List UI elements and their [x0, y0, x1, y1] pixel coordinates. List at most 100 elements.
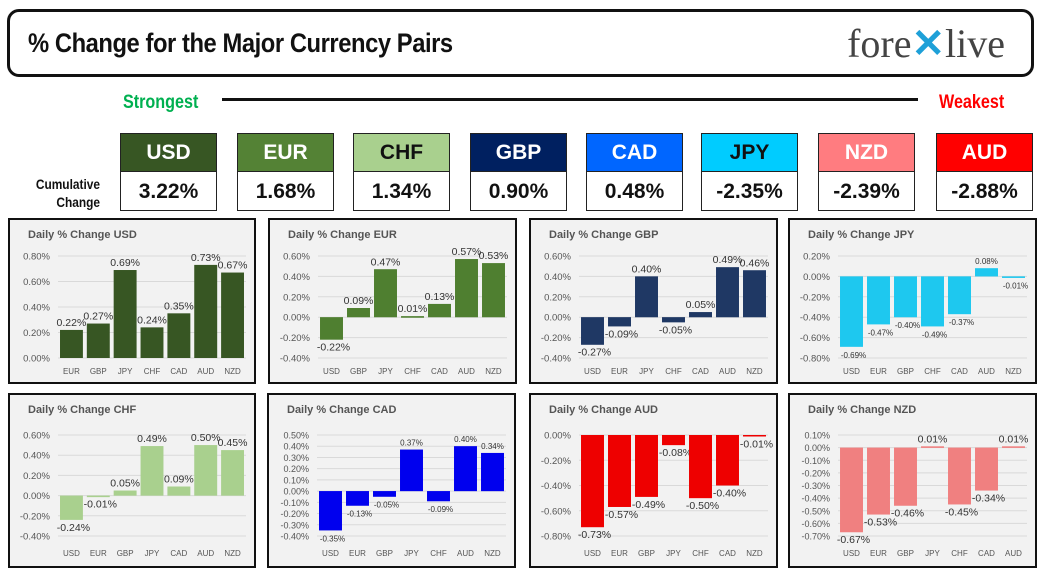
bar-shading — [867, 276, 890, 325]
x-tick-label: NZD — [746, 367, 763, 376]
bar-shading — [167, 313, 191, 358]
data-label: 0.50% — [191, 432, 221, 444]
y-tick-label: 0.00% — [804, 443, 830, 453]
bar-chart: Daily % Change GBP -0.40% -0.20% 0.00% 0.20%… — [541, 229, 770, 376]
currency-box-aud: AUD -2.88% — [936, 133, 1033, 211]
x-tick-label: EUR — [349, 549, 366, 558]
y-tick-label: 0.80% — [23, 252, 50, 263]
chart-nzd: Daily % Change NZD -0.70% -0.60% -0.50% -0.4… — [788, 393, 1037, 568]
data-label: 0.27% — [83, 311, 113, 323]
bar-shading — [867, 447, 890, 515]
bar-shading — [113, 270, 137, 358]
data-label: 0.05% — [686, 299, 716, 311]
currency-code: CAD — [587, 134, 682, 172]
y-tick-label: -0.10% — [801, 456, 830, 466]
bar-shading — [921, 446, 944, 448]
cumulative-change-value: -2.88% — [951, 180, 1018, 203]
x-tick-label: NZD — [1005, 367, 1022, 376]
bar-shading — [373, 491, 396, 497]
x-tick-label: NZD — [485, 367, 502, 376]
y-tick-label: 0.20% — [283, 464, 309, 474]
y-tick-label: 0.60% — [544, 252, 571, 263]
bar-shading — [743, 435, 766, 437]
data-label: 0.40% — [632, 263, 662, 275]
chart-title: Daily % Change CHF — [28, 404, 136, 416]
forexlive-logo: fore✕live — [847, 21, 1005, 66]
weakest-label: Weakest — [939, 92, 1005, 113]
bar-shading — [374, 269, 397, 318]
bar-shading — [427, 491, 450, 502]
y-tick-label: 0.00% — [544, 431, 571, 442]
bar-chart: Daily % Change CAD-0.40%-0.30%-0.20%-0.1… — [280, 404, 506, 558]
data-label: 0.34% — [481, 442, 504, 451]
x-tick-label: EUR — [611, 367, 628, 376]
data-label: -0.50% — [686, 500, 719, 512]
bar-shading — [948, 447, 971, 505]
chart-title: Daily % Change USD — [28, 229, 137, 241]
y-tick-label: 0.40% — [283, 272, 310, 283]
data-label: -0.49% — [922, 330, 947, 339]
data-label: -0.24% — [57, 522, 90, 534]
x-tick-label: NZD — [484, 549, 501, 558]
data-label: 0.53% — [479, 250, 509, 262]
bar-shading — [454, 446, 477, 492]
y-tick-label: -0.20% — [280, 333, 311, 344]
data-label: -0.09% — [428, 505, 453, 514]
cumulative-change-value: 0.48% — [604, 180, 665, 203]
data-label: 0.22% — [57, 317, 87, 329]
x-tick-label: CHF — [924, 367, 941, 376]
cumulative-change-value: 1.68% — [255, 180, 316, 203]
x-tick-label: CAD — [170, 549, 187, 558]
y-tick-label: 0.60% — [283, 252, 310, 263]
bar-shading — [894, 276, 917, 318]
page-title: % Change for the Major Currency Pairs — [28, 28, 453, 58]
data-label: -0.22% — [317, 342, 350, 354]
data-label: 0.01% — [999, 433, 1029, 445]
data-label: 0.67% — [218, 260, 248, 272]
x-tick-label: AUD — [197, 549, 214, 558]
data-label: -0.40% — [713, 488, 746, 500]
bar-shading — [608, 317, 631, 327]
bar-shading — [1002, 276, 1025, 278]
x-tick-label: EUR — [870, 549, 887, 558]
bar-shading — [608, 435, 631, 507]
currency-code: AUD — [937, 134, 1032, 172]
cumulative-change-label: Cumulative Change — [35, 176, 100, 210]
y-tick-label: -0.70% — [801, 532, 830, 542]
data-label: -0.34% — [972, 493, 1005, 505]
data-label: -0.40% — [895, 321, 920, 330]
x-tick-label: NZD — [224, 367, 241, 376]
cumulative-change-value: 3.22% — [138, 180, 199, 203]
y-tick-label: 0.40% — [23, 303, 50, 314]
x-tick-label: JPY — [378, 367, 393, 376]
bar-shading — [167, 486, 191, 496]
x-tick-label: JPY — [118, 367, 133, 376]
currency-code: GBP — [471, 134, 566, 172]
x-tick-label: CAD — [978, 549, 995, 558]
bar-shading — [975, 447, 998, 491]
x-tick-label: AUD — [457, 549, 474, 558]
x-tick-label: GBP — [350, 367, 367, 376]
chart-title: Daily % Change JPY — [808, 229, 915, 241]
chart-jpy: Daily % Change JPY -0.80% -0.60% -0.40% -0.2… — [788, 218, 1037, 384]
x-tick-label: JPY — [145, 549, 160, 558]
data-label: 0.45% — [218, 437, 248, 449]
bar-shading — [743, 270, 766, 318]
x-tick-label: GBP — [638, 549, 655, 558]
y-tick-label: -0.10% — [280, 498, 309, 508]
y-tick-label: 0.40% — [283, 442, 309, 452]
data-label: 0.40% — [454, 435, 477, 444]
bar-shading — [921, 276, 944, 327]
y-tick-label: 0.30% — [283, 453, 309, 463]
chart-usd: Daily % Change USD 0.00% 0.20% 0.40% 0.60% 0.… — [8, 218, 256, 384]
x-tick-label: USD — [322, 549, 339, 558]
x-tick-label: USD — [843, 549, 860, 558]
bar-chart: Daily % Change USD 0.00% 0.20% 0.40% 0.60% 0.… — [23, 229, 248, 376]
bar-shading — [428, 303, 451, 318]
x-tick-label: NZD — [746, 549, 763, 558]
bar-shading — [60, 495, 83, 520]
data-label: -0.05% — [659, 324, 692, 336]
chart-gbp: Daily % Change GBP -0.40% -0.20% 0.00% 0.20%… — [529, 218, 778, 384]
y-tick-label: 0.60% — [23, 277, 50, 288]
x-tick-label: EUR — [611, 549, 628, 558]
